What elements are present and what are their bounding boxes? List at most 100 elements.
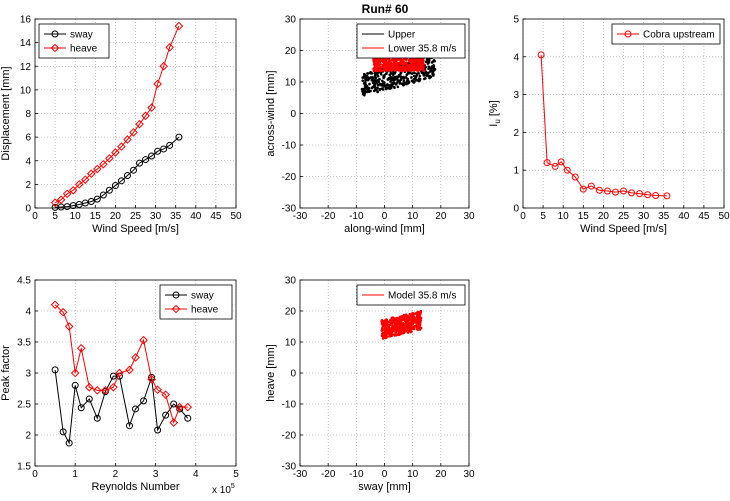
x-tick-label: 50 xyxy=(718,211,730,222)
data-point xyxy=(543,159,551,167)
data-point xyxy=(86,169,96,179)
data-point xyxy=(135,119,144,129)
scatter-point xyxy=(393,334,397,337)
scatter-point xyxy=(417,72,420,75)
x-tick-label: 1 xyxy=(72,469,78,480)
scatter-point xyxy=(399,71,403,75)
scatter-point xyxy=(364,88,367,91)
scatter-point xyxy=(396,85,400,89)
scatter-point xyxy=(394,331,398,334)
y-tick-label: 16 xyxy=(20,15,32,26)
scatter-point xyxy=(416,69,420,73)
data-point xyxy=(175,402,185,412)
scatter-point xyxy=(383,325,386,328)
scatter-point xyxy=(382,59,386,62)
scatter-point xyxy=(418,59,421,63)
scatter-point xyxy=(411,69,415,72)
scatter-point xyxy=(419,319,422,322)
data-point xyxy=(56,195,66,205)
scatter-point xyxy=(371,81,375,85)
scatter-point xyxy=(410,76,413,79)
scatter-point xyxy=(385,320,389,324)
y-tick-label: 3 xyxy=(25,369,31,380)
x-tick-label: 30 xyxy=(463,211,475,222)
scatter-point xyxy=(416,317,419,321)
scatter-point xyxy=(406,72,410,75)
scatter-point xyxy=(403,330,406,333)
y-tick-label: 4 xyxy=(25,307,31,318)
data-point xyxy=(140,397,148,405)
x-tick-label: 0 xyxy=(32,211,38,222)
scatter-point xyxy=(392,78,396,82)
scatter-point xyxy=(390,326,393,330)
x-tick-label: -20 xyxy=(321,211,336,222)
data-point xyxy=(160,145,168,153)
scatter-point xyxy=(389,80,392,83)
x-axis-label: Wind Speed [m/s] xyxy=(580,223,667,235)
axes-frame xyxy=(34,279,237,467)
data-point xyxy=(557,158,565,166)
data-point xyxy=(99,159,108,169)
x-axis-label: along-wind [mm] xyxy=(344,223,425,235)
scatter-point xyxy=(432,72,435,76)
scatter-point xyxy=(401,324,405,327)
scatter-point xyxy=(390,83,394,86)
scatter-point xyxy=(399,315,402,319)
scatter-point xyxy=(391,73,395,77)
scatter-cloud xyxy=(380,309,423,340)
legend-marker xyxy=(624,30,632,38)
scatter-point xyxy=(412,74,416,78)
y-tick-label: 10 xyxy=(285,78,297,89)
data-point xyxy=(129,128,138,137)
legend: sway heave xyxy=(159,284,233,320)
y-tick-label: 12 xyxy=(20,62,32,73)
scatter-point xyxy=(363,84,367,87)
scatter-point xyxy=(383,81,386,84)
data-point xyxy=(141,111,150,121)
y-axis-label: across-wind [mm] xyxy=(265,70,277,156)
x-tick-label: 10 xyxy=(407,469,419,480)
scatter-point xyxy=(427,65,431,68)
data-point xyxy=(579,185,587,193)
x-tick-label: 5 xyxy=(540,211,546,222)
scatter-point xyxy=(420,65,423,69)
scatter-point xyxy=(387,77,391,80)
data-point xyxy=(148,152,156,160)
scatter-point xyxy=(405,325,409,328)
legend: Cobra upstream xyxy=(611,23,721,45)
data-point xyxy=(64,322,74,331)
scatter-point xyxy=(413,61,417,65)
legend-label: Cobra upstream xyxy=(643,30,715,41)
y-tick-label: 20 xyxy=(285,46,297,57)
scatter-point xyxy=(412,318,415,321)
scatter-point xyxy=(421,58,425,62)
data-point xyxy=(70,368,80,378)
scatter-point xyxy=(408,65,412,68)
y-tick-label: 1 xyxy=(513,166,519,177)
scatter-point xyxy=(375,88,378,92)
scatter-point xyxy=(361,92,365,96)
y-tick-label: 2 xyxy=(25,180,31,191)
scatter-point xyxy=(403,76,407,79)
data-point xyxy=(184,414,192,422)
legend-label: Model 35.8 m/s xyxy=(388,291,456,302)
data-point xyxy=(611,188,619,196)
y-axis-label: Peak factor xyxy=(0,345,12,401)
scatter-point xyxy=(428,74,431,78)
scatter-point xyxy=(414,312,418,315)
data-point xyxy=(131,353,140,362)
scatter-point xyxy=(432,59,436,62)
scatter-point xyxy=(378,77,381,81)
x-tick-label: 20 xyxy=(435,469,447,480)
y-tick-label: 4 xyxy=(513,52,519,63)
data-point xyxy=(165,43,174,52)
scatter-point xyxy=(396,75,400,79)
data-point xyxy=(93,414,101,422)
scatter-point xyxy=(394,83,398,86)
data-point xyxy=(603,187,611,195)
data-point xyxy=(65,439,73,447)
scatter-point xyxy=(405,328,409,332)
y-tick-label: 20 xyxy=(285,307,297,318)
data-point xyxy=(109,382,118,392)
